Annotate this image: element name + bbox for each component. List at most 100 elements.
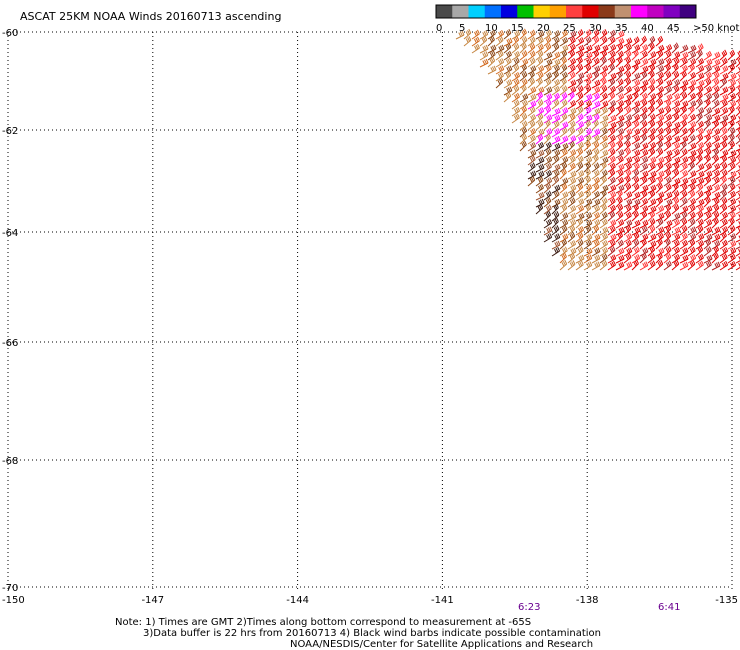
wind-barb [711, 128, 721, 138]
wind-barb [551, 107, 561, 117]
wind-barb [631, 36, 640, 47]
latitude-label: -68 [2, 456, 18, 467]
wind-barb [655, 127, 664, 138]
wind-barb [615, 226, 625, 236]
wind-barb [591, 219, 601, 229]
wind-barb [719, 260, 729, 271]
wind-barb [663, 44, 673, 54]
wind-barb [591, 113, 600, 124]
wind-barb [687, 170, 697, 180]
wind-barb [719, 218, 728, 229]
wind-barb [591, 92, 600, 103]
wind-barb [527, 100, 537, 110]
wind-barb [711, 184, 721, 194]
wind-barb [623, 224, 632, 236]
wind-barb [631, 238, 640, 250]
wind-barb [719, 72, 729, 82]
wind-barb [703, 238, 712, 250]
longitude-label: -135 [715, 595, 738, 606]
wind-barb [711, 92, 720, 103]
wind-barb [687, 71, 697, 82]
wind-barb [591, 119, 599, 131]
wind-barb [583, 134, 592, 145]
wind-barb [663, 155, 672, 166]
wind-barb [663, 57, 672, 68]
wind-barb [583, 127, 593, 138]
wind-barb [639, 79, 649, 89]
wind-barb [487, 35, 495, 47]
wind-barb [511, 78, 520, 89]
latitude-label: -60 [2, 28, 18, 39]
wind-barb [695, 57, 705, 68]
wind-barb [575, 29, 584, 40]
wind-barb [695, 210, 704, 222]
wind-barb [495, 36, 504, 47]
wind-barb [535, 77, 543, 89]
wind-barb [535, 91, 544, 103]
wind-barb [631, 58, 641, 68]
wind-barb [583, 168, 591, 180]
wind-barb [535, 71, 544, 82]
wind-barb [679, 51, 689, 61]
wind-barb [607, 219, 617, 229]
wind-barb [527, 77, 536, 89]
wind-barb [679, 70, 687, 82]
wind-barb [623, 93, 633, 103]
wind-barb [655, 218, 664, 229]
wind-barb [623, 156, 633, 166]
wind-barb [543, 119, 551, 131]
wind-barb [647, 147, 656, 159]
wind-barb [535, 191, 545, 201]
wind-barb [615, 65, 625, 75]
wind-barb [599, 203, 608, 215]
longitude-label: -147 [141, 595, 164, 606]
wind-barb [567, 120, 576, 131]
wind-barb [615, 56, 623, 68]
wind-barb [639, 163, 649, 173]
wind-barb [735, 106, 740, 117]
wind-barb [599, 189, 607, 201]
wind-barb [623, 85, 632, 96]
wind-barb [671, 196, 680, 208]
wind-barb [687, 92, 696, 103]
wind-barb [591, 176, 600, 187]
wind-barb [559, 259, 568, 271]
wind-barb [671, 135, 681, 145]
wind-barb [559, 238, 568, 250]
wind-barb [711, 210, 720, 222]
wind-barb [719, 120, 728, 131]
wind-barb [599, 134, 608, 145]
wind-barb [687, 238, 696, 250]
wind-barb [719, 162, 728, 173]
colorbar-label: 25 [563, 23, 576, 34]
wind-barb [655, 196, 664, 208]
colorbar-label: 5 [459, 23, 465, 34]
wind-barb [559, 71, 568, 82]
wind-barb [575, 37, 585, 47]
wind-barb [663, 105, 672, 117]
wind-barb [695, 72, 705, 82]
wind-barb [703, 219, 713, 229]
wind-barb [663, 85, 673, 96]
wind-barb [567, 205, 577, 215]
wind-barb [567, 64, 576, 75]
wind-barb [575, 204, 585, 215]
wind-barb [647, 98, 656, 110]
wind-barb [719, 127, 728, 138]
wind-barb [719, 225, 729, 236]
wind-barb [695, 147, 704, 159]
wind-barb [575, 106, 584, 117]
wind-barb [615, 114, 625, 124]
wind-barb [727, 240, 737, 250]
wind-barb [671, 190, 680, 201]
wind-barb [647, 127, 656, 138]
wind-barb [495, 77, 504, 89]
wind-barb [543, 169, 552, 180]
wind-barb [631, 91, 639, 103]
wind-barb [527, 175, 536, 187]
wind-barb [575, 63, 584, 75]
wind-barb [679, 211, 688, 222]
wind-barb [623, 191, 633, 201]
wind-barb [559, 252, 567, 264]
wind-barb [583, 219, 593, 229]
